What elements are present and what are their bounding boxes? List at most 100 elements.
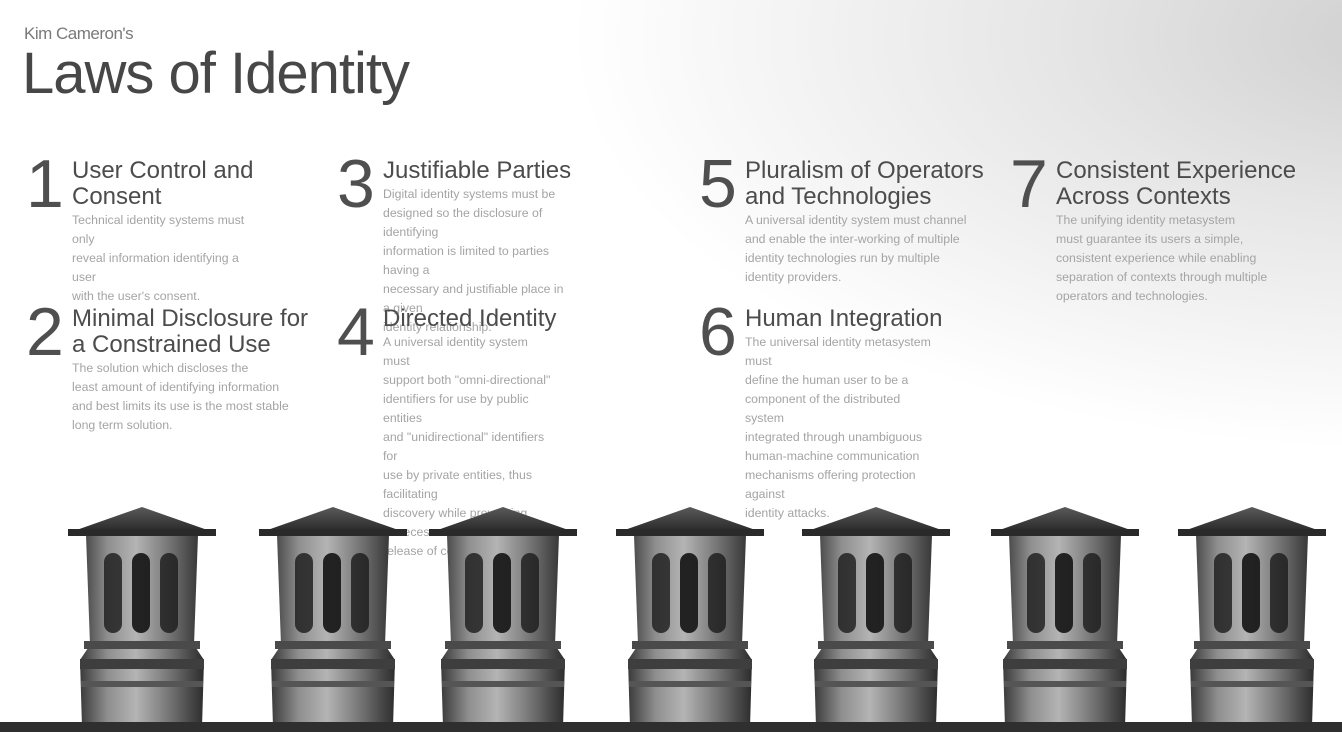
law-title-line: User Control and	[72, 157, 254, 184]
law-number: 5	[699, 146, 737, 222]
law-description-line: The universal identity metasystem must	[745, 335, 931, 368]
chimney-band	[275, 641, 391, 649]
chimney-pot	[429, 507, 577, 727]
law-description-line: reveal information identifying a user	[72, 251, 239, 284]
chimney-vent	[521, 553, 539, 633]
law-description-line: identity providers.	[745, 270, 842, 284]
chimney-vent	[1242, 553, 1260, 633]
chimney-cap	[68, 507, 216, 533]
law-description-line: The solution which discloses the	[72, 361, 249, 375]
chimney-vent	[295, 553, 313, 633]
chimney-vent	[160, 553, 178, 633]
law-description-line: use by private entities, thus facilitati…	[383, 468, 533, 501]
law-title-line: Consent	[72, 183, 162, 210]
chimney-cap	[802, 507, 950, 533]
chimney-vent	[493, 553, 511, 633]
chimney-pot	[1178, 507, 1326, 727]
law-description-line: The unifying identity metasystem	[1056, 213, 1236, 227]
chimney-vent	[708, 553, 726, 633]
law-description-line: Technical identity systems must only	[72, 213, 245, 246]
chimney-vent	[680, 553, 698, 633]
law-description-line: identifiers for use by public entities	[383, 392, 529, 425]
chimney-band	[1194, 641, 1310, 649]
chimney-band	[1003, 659, 1127, 669]
law-title-line: Human Integration	[745, 305, 943, 332]
chimney-vent	[104, 553, 122, 633]
chimney-band	[272, 681, 394, 687]
law-title-line: Pluralism of Operators	[745, 157, 984, 184]
chimney-pots-illustration	[0, 507, 1342, 732]
law-title-line: a Constrained Use	[72, 331, 271, 358]
law-number: 7	[1010, 146, 1048, 222]
chimney-vent	[1055, 553, 1073, 633]
author-label: Kim Cameron's	[24, 24, 134, 43]
chimney-pot	[991, 507, 1139, 727]
chimney-cap-rim	[1178, 529, 1326, 536]
law-description-line: necessary and justifiable place in a giv…	[383, 282, 564, 315]
law-description-line: with the user's consent.	[72, 289, 201, 303]
chimney-vent	[1083, 553, 1101, 633]
chimney-band	[1004, 681, 1126, 687]
chimney-band	[1007, 641, 1123, 649]
law-description-line: least amount of identifying information	[72, 380, 280, 394]
chimney-band	[1191, 681, 1313, 687]
law-number: 1	[26, 146, 64, 222]
law-description-line: integrated through unambiguous	[745, 430, 923, 444]
chimney-cap	[991, 507, 1139, 533]
chimney-band	[1190, 659, 1314, 669]
law-description-line: define the human user to be a	[745, 373, 909, 387]
chimney-pot	[259, 507, 407, 727]
chimney-band	[629, 681, 751, 687]
law-description-line: separation of contexts through multiple	[1056, 270, 1268, 284]
chimney-vent	[1270, 553, 1288, 633]
chimney-cap	[429, 507, 577, 533]
chimney-cap-rim	[259, 529, 407, 536]
chimney-cap-rim	[991, 529, 1139, 536]
law-title-line: Across Contexts	[1056, 183, 1231, 210]
chimney-vent	[351, 553, 369, 633]
chimney-cap-rim	[429, 529, 577, 536]
chimney-pot	[68, 507, 216, 727]
law-description-line: identity technologies run by multiple	[745, 251, 940, 265]
chimney-cap	[259, 507, 407, 533]
chimney-pot	[802, 507, 950, 727]
chimney-band	[632, 641, 748, 649]
chimney-vent	[894, 553, 912, 633]
law-description: The solution which discloses the least a…	[72, 359, 308, 435]
law-description-line: and enable the inter-working of multiple	[745, 232, 960, 246]
chimney-band	[80, 659, 204, 669]
chimney-vent	[838, 553, 856, 633]
chimney-cap	[616, 507, 764, 533]
law-description-line: support both "omni-directional"	[383, 373, 551, 387]
law-number: 4	[337, 294, 375, 370]
chimney-vent	[866, 553, 884, 633]
law-description-line: must guarantee its users a simple,	[1056, 232, 1244, 246]
law-title-line: Directed Identity	[383, 305, 557, 332]
chimney-band	[814, 659, 938, 669]
law-title-line: Consistent Experience	[1056, 157, 1297, 184]
chimney-band	[271, 659, 395, 669]
chimney-band	[445, 641, 561, 649]
chimney-vent	[465, 553, 483, 633]
chimney-band	[442, 681, 564, 687]
law-title-line: Justifiable Parties	[383, 157, 572, 184]
chimney-band	[628, 659, 752, 669]
law-description-line: component of the distributed system	[745, 392, 901, 425]
law-description-line: mechanisms offering protection against	[745, 468, 916, 501]
page-title: Laws of Identity	[22, 41, 410, 106]
law-description-line: long term solution.	[72, 418, 173, 432]
chimney-band	[84, 641, 200, 649]
law-description: The universal identity metasystem must d…	[745, 333, 942, 523]
chimney-cap-rim	[68, 529, 216, 536]
law-description-line: identity relationship.	[383, 320, 492, 334]
chimney-band	[815, 681, 937, 687]
law-description-line: human-machine communication	[745, 449, 920, 463]
law-number: 6	[699, 294, 737, 370]
chimney-band	[818, 641, 934, 649]
chimney-vent	[132, 553, 150, 633]
law-description: The unifying identity metasystem must gu…	[1056, 211, 1296, 306]
law-number: 3	[337, 146, 375, 222]
law-description-line: A universal identity system must	[383, 335, 528, 368]
chimney-vent	[652, 553, 670, 633]
law-description: A universal identity system must channel…	[745, 211, 984, 287]
